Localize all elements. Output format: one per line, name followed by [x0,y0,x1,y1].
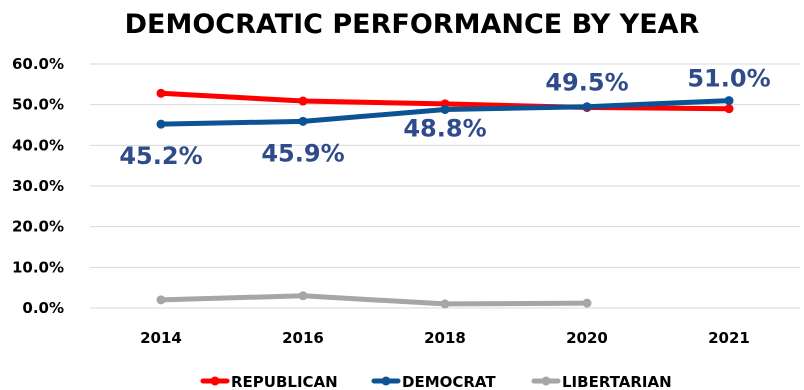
data-point-republican [724,104,734,114]
data-label: 45.2% [119,142,202,170]
x-tick-label: 2016 [282,329,324,347]
data-label: 49.5% [545,69,628,97]
y-tick-label: 50.0% [12,96,64,114]
legend: REPUBLICAN DEMOCRAT LIBERTARIAN [200,373,672,390]
legend-label-republican: REPUBLICAN [231,373,338,390]
data-point-democrat [298,116,308,126]
data-point-republican [156,88,166,98]
x-tick-label: 2021 [708,329,750,347]
y-axis-ticks: 0.0% 10.0% 20.0% 30.0% 40.0% 50.0% 60.0% [12,55,64,317]
data-point-libertarian [440,299,450,309]
data-point-democrat [582,102,592,112]
data-point-democrat [156,119,166,129]
data-label: 51.0% [687,65,770,93]
y-tick-label: 10.0% [12,258,64,276]
x-tick-label: 2020 [566,329,608,347]
y-tick-label: 60.0% [12,55,64,73]
data-point-democrat [440,105,450,115]
series-line-libertarian [158,293,590,307]
data-label: 48.8% [403,115,486,143]
y-tick-label: 40.0% [12,136,64,154]
data-point-libertarian [156,295,166,305]
series-lines [156,88,734,309]
chart-title: DEMOCRATIC PERFORMANCE BY YEAR [125,9,700,40]
data-labels: 45.2% 45.9% 48.8% 49.5% 51.0% [119,65,770,171]
data-point-libertarian [582,298,592,308]
data-point-republican [298,96,308,106]
data-point-democrat [724,96,734,106]
y-tick-label: 30.0% [12,177,64,195]
legend-marker-democrat [381,376,391,386]
x-tick-label: 2018 [424,329,466,347]
legend-label-libertarian: LIBERTARIAN [562,373,672,390]
legend-marker-libertarian [541,376,551,386]
y-tick-label: 20.0% [12,218,64,236]
legend-label-democrat: DEMOCRAT [402,373,496,390]
x-tick-label: 2014 [140,329,182,347]
x-axis-ticks: 2014 2016 2018 2020 2021 [140,329,750,347]
data-label: 45.9% [261,139,344,167]
y-tick-label: 0.0% [22,299,64,317]
data-point-libertarian [298,291,308,301]
legend-marker-republican [210,376,220,386]
